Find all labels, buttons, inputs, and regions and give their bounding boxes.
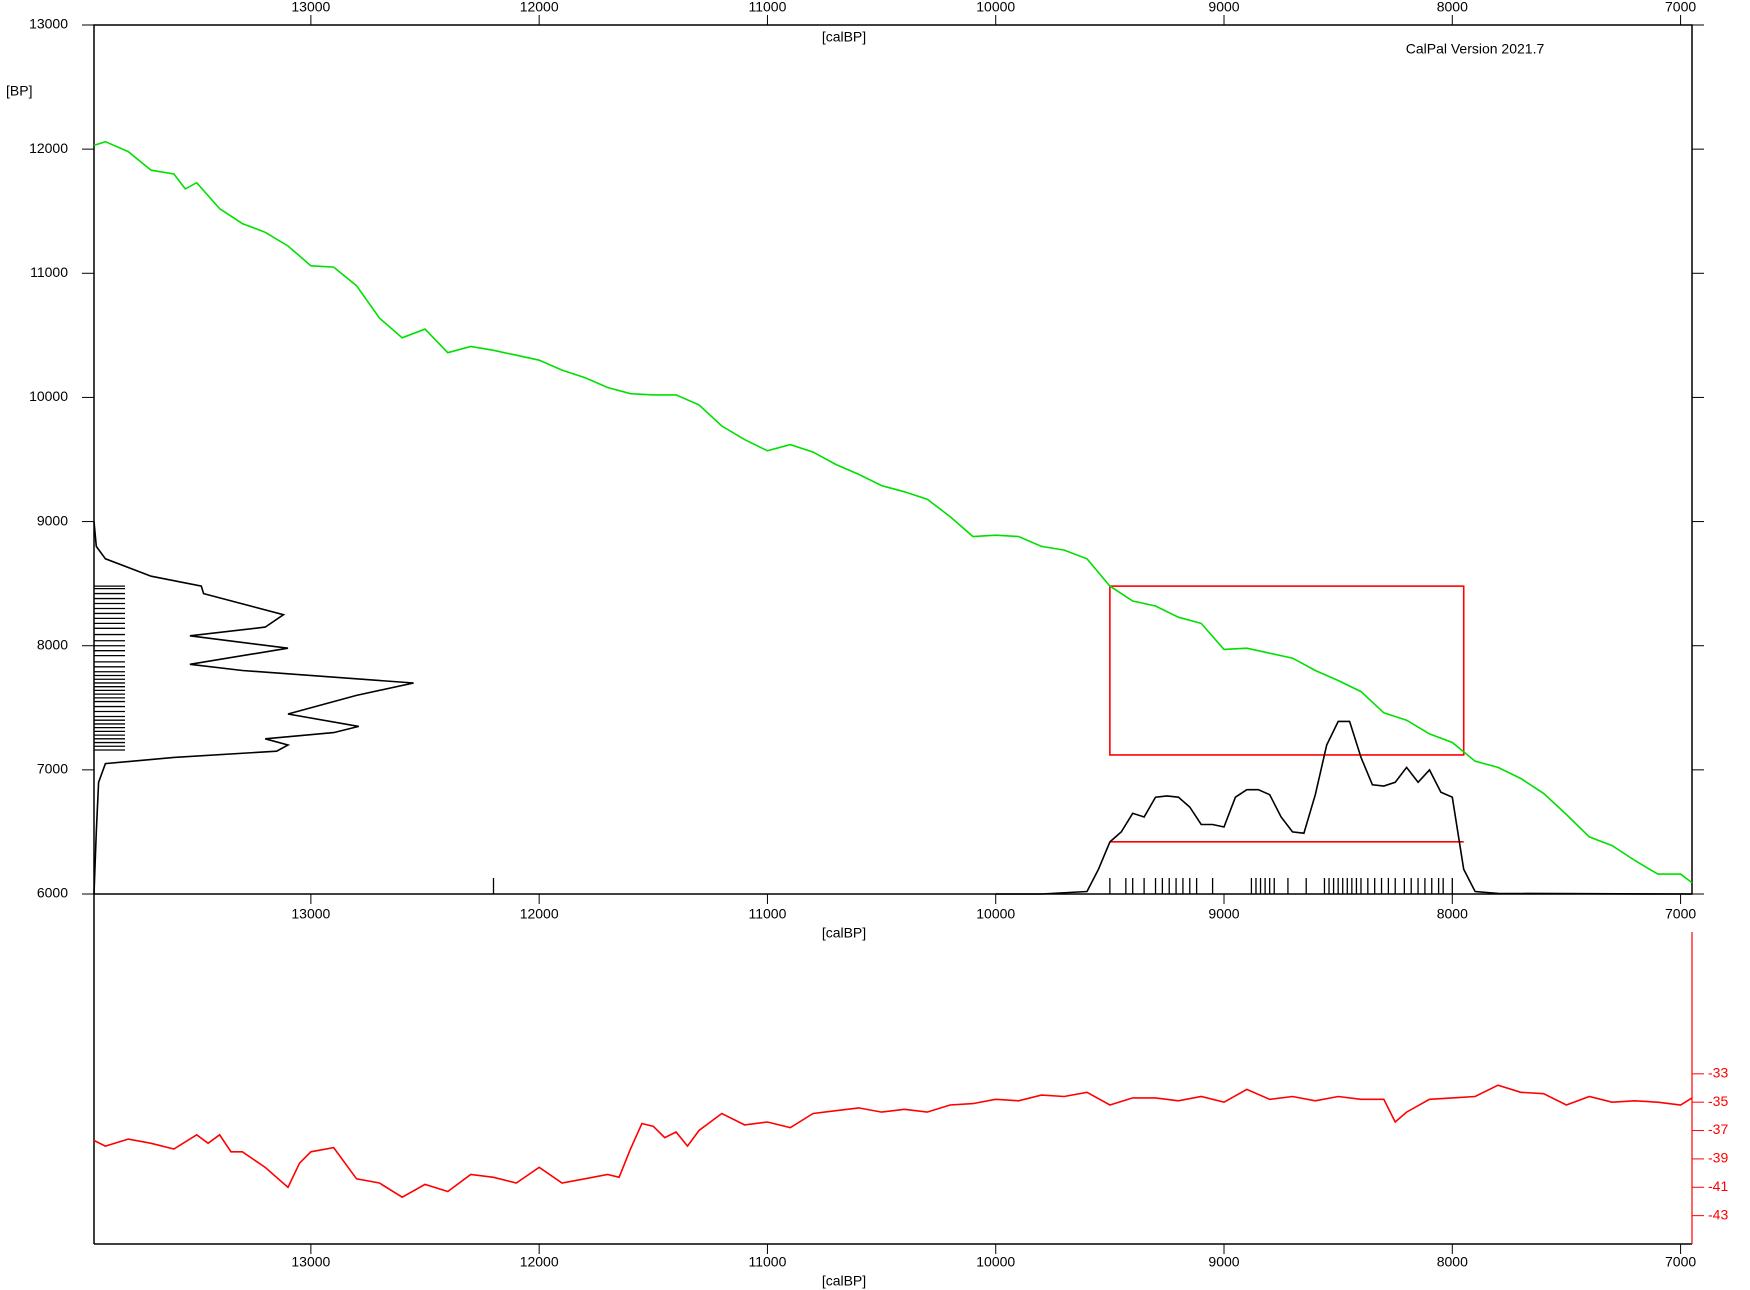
x-tick-label: 13000: [291, 1254, 330, 1270]
data-line: [93, 1084, 1693, 1199]
y-tick-label: 13000: [29, 16, 68, 32]
x-tick-label: 10000: [976, 906, 1015, 922]
x-tick-label: 7000: [1665, 0, 1696, 15]
x-tick-label: 10000: [976, 1254, 1015, 1270]
y-tick-label: 12000: [29, 140, 68, 156]
y2-tick-label: -33: [1708, 1065, 1728, 1081]
x-tick-label: 11000: [748, 1254, 786, 1270]
x-axis-label: [calBP]: [822, 925, 866, 941]
y2-tick-label: -35: [1708, 1093, 1728, 1109]
x-tick-label: 8000: [1437, 1254, 1468, 1270]
x-axis-label: [calBP]: [822, 29, 866, 45]
x-tick-label: 13000: [291, 0, 330, 15]
x-tick-label: 9000: [1208, 1254, 1239, 1270]
data-line: [93, 521, 414, 895]
y-axis-label: [BP]: [6, 83, 32, 99]
y-tick-label: 8000: [37, 636, 68, 652]
x-tick-label: 8000: [1437, 0, 1468, 15]
x-tick-label: 7000: [1665, 1254, 1696, 1270]
x-tick-label: 13000: [291, 906, 330, 922]
y2-tick-label: -37: [1708, 1121, 1728, 1137]
highlight-box: [1109, 585, 1465, 756]
x-axis-label: [calBP]: [822, 1273, 866, 1289]
x-tick-label: 11000: [748, 906, 786, 922]
x-tick-label: 12000: [520, 906, 559, 922]
annotation: CalPal Version 2021.7: [1406, 41, 1545, 57]
y2-tick-label: -39: [1708, 1150, 1728, 1166]
data-line: [995, 720, 1692, 895]
x-tick-label: 11000: [748, 0, 786, 15]
x-tick-label: 7000: [1665, 906, 1696, 922]
x-tick-label: 10000: [976, 0, 1015, 15]
x-tick-label: 12000: [520, 1254, 559, 1270]
x-tick-label: 8000: [1437, 906, 1468, 922]
y2-tick-label: -41: [1708, 1178, 1728, 1194]
y-tick-label: 9000: [37, 512, 68, 528]
x-tick-label: 12000: [520, 0, 559, 15]
y-tick-label: 10000: [29, 388, 68, 404]
data-line: [93, 140, 1693, 884]
y-tick-label: 11000: [30, 264, 68, 280]
y-tick-label: 6000: [37, 885, 68, 901]
y2-tick-label: -43: [1708, 1206, 1728, 1222]
y-tick-label: 7000: [37, 761, 68, 777]
x-tick-label: 9000: [1208, 906, 1239, 922]
plot-frame: [93, 24, 1693, 895]
x-tick-label: 9000: [1208, 0, 1239, 15]
